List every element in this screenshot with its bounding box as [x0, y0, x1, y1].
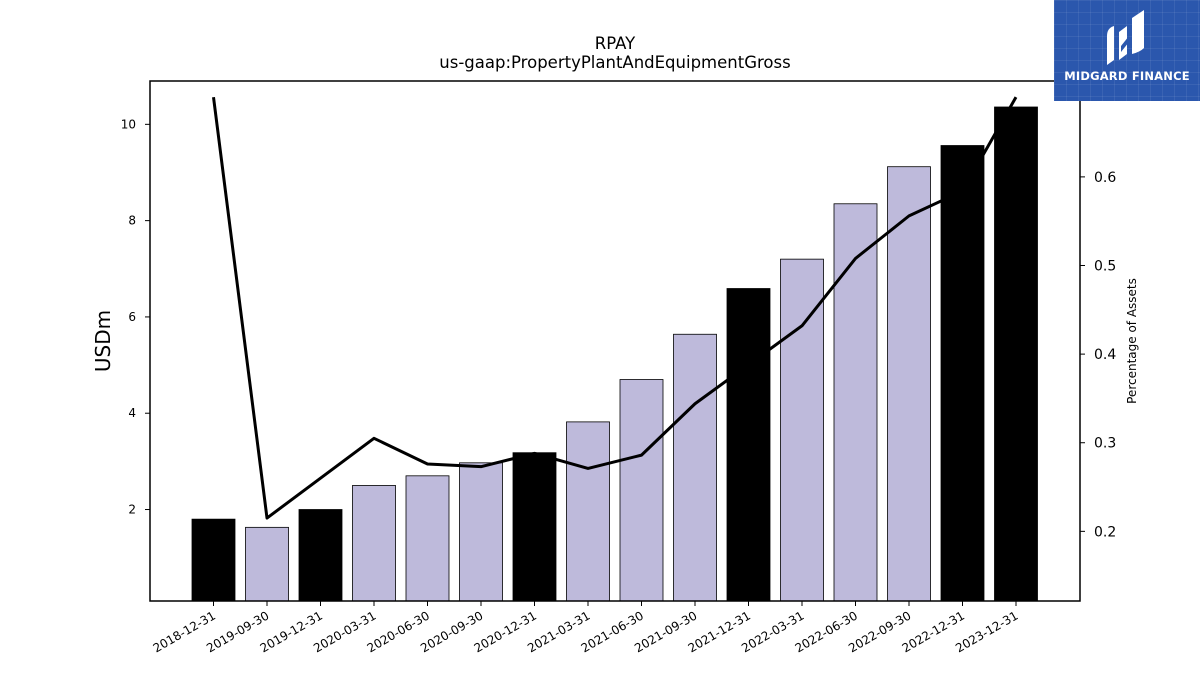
y-axis-label: USDm	[91, 310, 115, 372]
bar-2018-12-31	[191, 518, 236, 602]
logo-mark-icon	[1107, 10, 1144, 65]
bar-2021-06-30	[619, 379, 664, 602]
bar-2022-06-30	[833, 203, 878, 602]
y2-tick-label: 0.5	[1094, 258, 1116, 274]
y2-tick-label: 0.6	[1094, 170, 1116, 186]
y-tick-label: 8	[128, 214, 136, 228]
plot-frame	[149, 80, 1081, 602]
bar-2021-09-30	[673, 333, 717, 602]
y2-tick-label: 0.4	[1094, 347, 1116, 363]
bar-2020-06-30	[405, 475, 450, 602]
bar-2022-09-30	[887, 166, 931, 602]
bar-2020-09-30	[459, 462, 503, 602]
bar-2019-12-31	[298, 509, 343, 602]
line-percentage-of-assets	[212, 96, 1018, 520]
y-tick-label: 6	[128, 310, 136, 324]
bar-2021-03-31	[566, 421, 610, 602]
y-tick-label: 2	[128, 503, 136, 517]
bar-2022-12-31	[940, 145, 985, 602]
y2-axis-label: Percentage of Assets	[1125, 278, 1139, 404]
y-tick-label: 4	[128, 406, 136, 420]
bar-2020-12-31	[512, 452, 557, 602]
bar-2021-12-31	[726, 288, 771, 602]
y-tick-label: 10	[121, 117, 136, 131]
chart-subtitle: us-gaap:PropertyPlantAndEquipmentGross	[439, 53, 790, 72]
line-layer	[212, 96, 1018, 520]
bar-2019-09-30	[245, 526, 289, 602]
bar-2023-12-31	[994, 106, 1038, 602]
brand-logo: MIDGARD FINANCE	[1054, 0, 1200, 101]
bar-2022-03-31	[780, 258, 824, 602]
bar-2020-03-31	[352, 485, 396, 602]
y2-tick-label: 0.2	[1094, 524, 1116, 540]
brand-name: MIDGARD FINANCE	[1064, 69, 1190, 83]
bars-layer	[191, 106, 1038, 602]
y-axis-right: 0.2 0.3 0.4 0.5 0.6	[1080, 170, 1116, 540]
y-axis-left: 2 4 6 8 10	[121, 117, 150, 517]
x-axis: 2018-12-312019-09-302019-12-312020-03-31…	[151, 601, 1021, 655]
y2-tick-label: 0.3	[1094, 436, 1116, 452]
chart-title: RPAY	[595, 34, 636, 53]
